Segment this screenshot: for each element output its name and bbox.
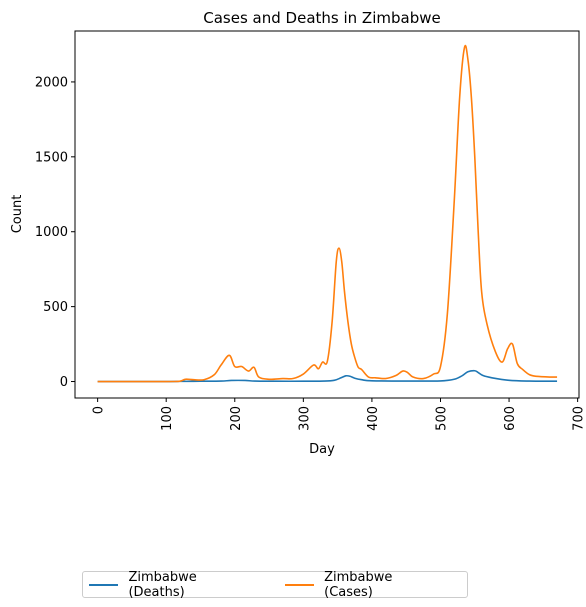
- legend-label-cases: Zimbabwe (Cases): [324, 569, 393, 600]
- x-tick-label: 400: [366, 406, 381, 431]
- x-axis: 0 100 200 300 400 500 600 700: [92, 398, 586, 431]
- legend-label-deaths: Zimbabwe (Deaths): [128, 569, 197, 600]
- x-tick-label: 500: [434, 406, 449, 431]
- x-tick-label: 600: [503, 406, 518, 431]
- plot-frame: [74, 30, 580, 399]
- legend: Zimbabwe (Deaths) Zimbabwe (Cases): [82, 569, 468, 600]
- series-lines: [97, 44, 558, 383]
- x-tick-label: 200: [229, 406, 244, 431]
- y-tick-label: 500: [43, 300, 68, 315]
- x-axis-title: Day: [309, 442, 335, 457]
- y-tick-label: 1000: [35, 225, 68, 240]
- x-tick-label: 700: [572, 406, 586, 431]
- legend-item-deaths: Zimbabwe (Deaths): [89, 570, 255, 600]
- series-line-deaths: [97, 369, 558, 383]
- y-axis-title: Count: [10, 195, 25, 234]
- legend-swatch-deaths: [89, 583, 119, 586]
- x-tick-label: 300: [297, 406, 312, 431]
- x-tick-label: 100: [160, 406, 175, 431]
- y-tick-label: 1500: [35, 150, 68, 165]
- chart-title: Cases and Deaths in Zimbabwe: [203, 9, 440, 27]
- y-axis: 0 500 1000 1500 2000: [35, 75, 75, 390]
- y-tick-label: 0: [60, 375, 68, 390]
- plot-area: [74, 30, 580, 399]
- series-line-cases: [97, 44, 558, 383]
- legend-item-cases: Zimbabwe (Cases): [284, 569, 443, 600]
- y-tick-label: 2000: [35, 75, 68, 90]
- legend-swatch-cases: [284, 583, 315, 586]
- x-tick-label: 0: [92, 406, 107, 414]
